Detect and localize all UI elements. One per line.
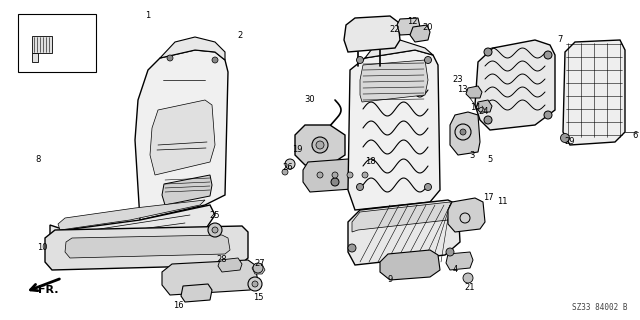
Polygon shape [352, 202, 452, 232]
Polygon shape [344, 16, 400, 52]
Circle shape [316, 141, 324, 149]
Text: 18: 18 [365, 157, 375, 166]
Polygon shape [252, 264, 265, 274]
Polygon shape [466, 86, 482, 98]
Circle shape [561, 133, 570, 142]
Circle shape [463, 273, 473, 283]
Text: 2: 2 [237, 30, 243, 39]
Circle shape [484, 116, 492, 124]
Polygon shape [397, 18, 420, 35]
Text: 28: 28 [217, 255, 227, 265]
Text: 17: 17 [483, 194, 493, 203]
Text: 19: 19 [292, 146, 302, 155]
Polygon shape [45, 226, 248, 270]
Circle shape [331, 178, 339, 186]
Text: 4: 4 [452, 266, 458, 275]
Text: 23: 23 [452, 76, 463, 84]
Circle shape [212, 57, 218, 63]
Polygon shape [348, 50, 440, 210]
Polygon shape [448, 198, 485, 232]
Circle shape [167, 55, 173, 61]
Polygon shape [135, 50, 228, 220]
Text: FR.: FR. [38, 285, 58, 295]
Text: 21: 21 [465, 284, 476, 292]
Text: 15: 15 [253, 293, 263, 302]
Text: 11: 11 [497, 197, 508, 206]
Circle shape [356, 57, 364, 63]
Polygon shape [410, 25, 430, 42]
Circle shape [208, 223, 222, 237]
Circle shape [460, 129, 466, 135]
Text: 5: 5 [488, 156, 493, 164]
Text: SZ33 84002 B: SZ33 84002 B [573, 303, 628, 312]
Circle shape [317, 172, 323, 178]
Circle shape [544, 51, 552, 59]
Polygon shape [58, 200, 205, 230]
Circle shape [424, 183, 431, 190]
Text: 14: 14 [470, 102, 480, 111]
Circle shape [347, 172, 353, 178]
Circle shape [424, 57, 431, 63]
Polygon shape [365, 40, 433, 58]
Circle shape [348, 244, 356, 252]
Polygon shape [50, 205, 215, 255]
Polygon shape [348, 200, 460, 265]
Circle shape [446, 248, 454, 256]
Circle shape [544, 111, 552, 119]
Text: 22: 22 [390, 26, 400, 35]
Bar [18, 14, 96, 72]
Text: 10: 10 [36, 244, 47, 252]
Circle shape [253, 263, 263, 273]
Polygon shape [181, 284, 212, 302]
Text: 6: 6 [632, 131, 637, 140]
Text: 16: 16 [173, 301, 183, 310]
Circle shape [212, 227, 218, 233]
Text: 27: 27 [255, 260, 266, 268]
Text: 24: 24 [479, 108, 489, 116]
Text: 13: 13 [457, 85, 467, 94]
Polygon shape [476, 100, 492, 112]
Circle shape [362, 172, 368, 178]
Circle shape [282, 169, 288, 175]
Text: 30: 30 [305, 95, 316, 105]
Text: 8: 8 [35, 156, 41, 164]
Text: 1: 1 [145, 11, 150, 20]
Polygon shape [150, 100, 215, 175]
Circle shape [356, 183, 364, 190]
Polygon shape [450, 112, 480, 155]
Text: 12: 12 [407, 18, 417, 27]
Text: 26: 26 [283, 164, 293, 172]
Text: 7: 7 [557, 36, 563, 44]
Polygon shape [162, 175, 212, 205]
Polygon shape [303, 157, 385, 192]
Polygon shape [162, 260, 258, 295]
Polygon shape [563, 40, 625, 145]
Polygon shape [160, 37, 225, 60]
Circle shape [332, 172, 338, 178]
Circle shape [285, 159, 295, 169]
Polygon shape [475, 40, 555, 130]
Text: 20: 20 [423, 23, 433, 33]
Circle shape [248, 277, 262, 291]
Text: 3: 3 [469, 150, 475, 159]
Polygon shape [295, 125, 345, 165]
Polygon shape [360, 60, 428, 102]
Polygon shape [32, 53, 38, 62]
Text: 29: 29 [564, 138, 575, 147]
Polygon shape [446, 252, 473, 270]
Text: 25: 25 [210, 211, 220, 220]
Circle shape [252, 281, 258, 287]
Circle shape [312, 137, 328, 153]
Polygon shape [32, 36, 52, 53]
Polygon shape [218, 258, 242, 272]
Text: 9: 9 [387, 276, 392, 284]
Circle shape [484, 48, 492, 56]
Polygon shape [380, 250, 440, 280]
Polygon shape [65, 235, 230, 258]
